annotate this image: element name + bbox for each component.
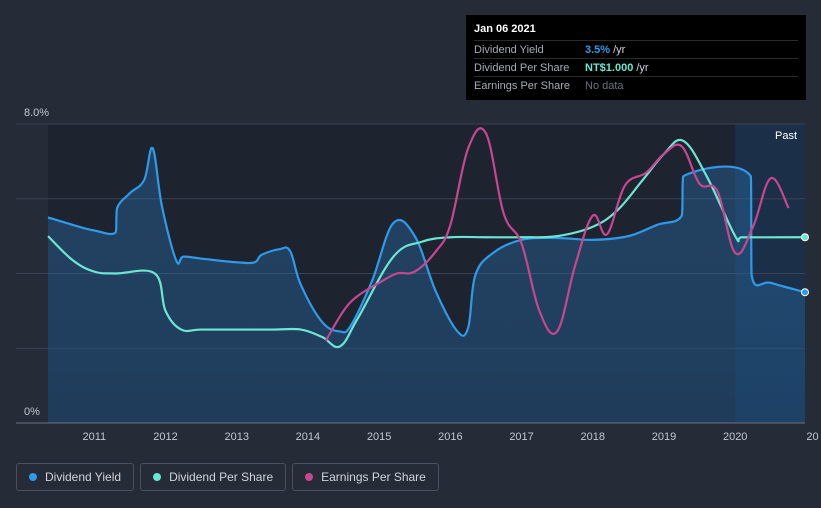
y-axis-min-label: 0%: [24, 406, 40, 418]
tooltip-value: No data: [585, 79, 624, 92]
x-tick-label: 2011: [82, 431, 106, 443]
dividend-yield-end-marker: [801, 288, 809, 297]
x-tick-label: 2012: [153, 431, 177, 443]
x-tick-label: 2016: [438, 431, 462, 443]
legend-toggle-dividend-per-share[interactable]: Dividend Per Share: [140, 463, 287, 491]
tooltip-value: NT$1.000: [585, 61, 634, 74]
legend-dot-icon: [305, 473, 314, 481]
tooltip-row-dividend-per-share: Dividend Per Share NT$1.000 /yr: [474, 58, 798, 76]
legend-toggle-dividend-yield[interactable]: Dividend Yield: [16, 463, 135, 491]
dividend-per-share-end-marker: [801, 233, 809, 242]
tooltip-label: Earnings Per Share: [474, 79, 570, 92]
earnings-per-share-line: [324, 127, 790, 342]
x-tick-label: 2020: [723, 431, 747, 443]
legend-label: Dividend Yield: [45, 470, 122, 484]
x-axis-ticks: 2011 2012 2013 2014 2015 2016 2017 2018 2019 2020…: [82, 431, 818, 443]
x-tick-label: 2013: [224, 431, 248, 443]
y-axis-max-label: 8.0%: [24, 107, 49, 119]
dividend-yield-line: [47, 146, 806, 337]
chart-legend: Dividend Yield Dividend Per Share Earnin…: [16, 463, 439, 491]
dividend-yield-area: [48, 147, 805, 423]
hover-tooltip: Jan 06 2021 Dividend Yield 3.5% /yr Divi…: [466, 15, 806, 100]
tooltip-label: Dividend Yield: [474, 43, 544, 56]
past-label: Past: [775, 130, 797, 142]
dividend-per-share-line: [47, 138, 806, 349]
series-lines: [47, 127, 806, 349]
tooltip-unit: /yr: [636, 61, 649, 74]
x-tick-label: 2019: [652, 431, 676, 443]
tooltip-value: 3.5%: [585, 43, 611, 56]
legend-label: Dividend Per Share: [169, 470, 274, 484]
legend-dot-icon: [29, 473, 37, 481]
x-tick-label: 2015: [367, 431, 391, 443]
x-tick-label: 2018: [581, 431, 605, 443]
tooltip-row-dividend-yield: Dividend Yield 3.5% /yr: [474, 40, 798, 58]
tooltip-unit: /yr: [613, 43, 626, 56]
x-tick-label: 20: [806, 431, 818, 443]
tooltip-date: Jan 06 2021: [474, 23, 536, 35]
legend-toggle-earnings-per-share[interactable]: Earnings Per Share: [292, 463, 439, 491]
legend-dot-icon: [153, 473, 162, 481]
tooltip-label: Dividend Per Share: [474, 61, 570, 74]
legend-label: Earnings Per Share: [321, 470, 426, 484]
tooltip-row-earnings-per-share: Earnings Per Share No data: [474, 76, 798, 94]
series-end-markers: [801, 233, 809, 297]
x-tick-label: 2017: [509, 431, 533, 443]
x-tick-label: 2014: [296, 431, 320, 443]
